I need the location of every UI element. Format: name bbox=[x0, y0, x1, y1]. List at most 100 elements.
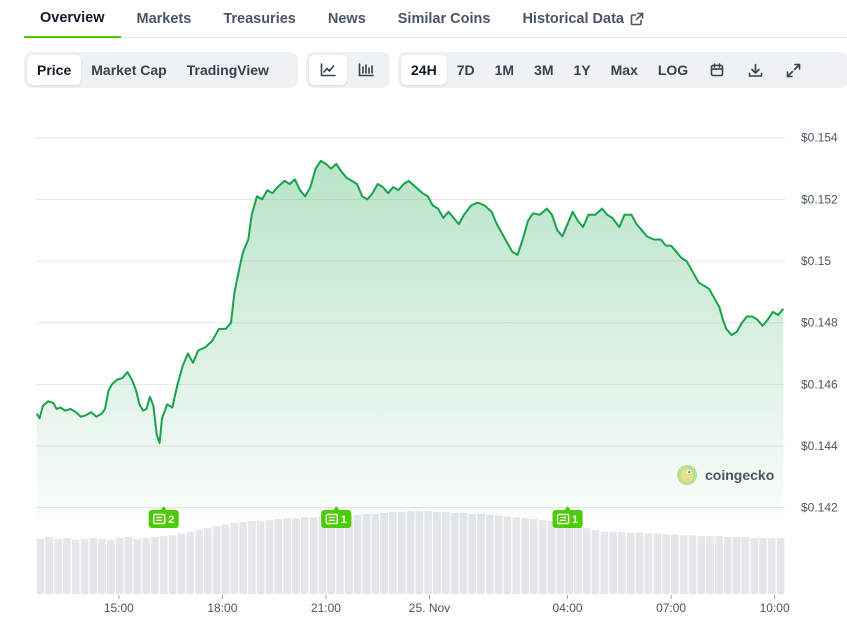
coingecko-logo-icon bbox=[677, 465, 697, 485]
volume-bar bbox=[274, 519, 283, 594]
volume-bar bbox=[424, 511, 432, 594]
volume-bar bbox=[450, 513, 459, 594]
volume-bar bbox=[318, 516, 327, 594]
tab-news[interactable]: News bbox=[312, 0, 382, 38]
download-button[interactable] bbox=[736, 55, 774, 85]
range-1m-button[interactable]: 1M bbox=[494, 62, 515, 78]
chart-type-group: Price Market Cap TradingView bbox=[24, 52, 298, 88]
volume-bar bbox=[142, 537, 150, 594]
tab-label: News bbox=[327, 11, 366, 27]
volume-bar bbox=[706, 536, 714, 594]
market-cap-button[interactable]: Market Cap bbox=[91, 62, 167, 78]
range-max-button[interactable]: Max bbox=[610, 62, 638, 78]
tab-overview[interactable]: Overview bbox=[24, 0, 121, 38]
y-tick-label: $0.15 bbox=[801, 254, 831, 268]
tab-label: Treasuries bbox=[223, 11, 296, 27]
volume-bar bbox=[283, 518, 291, 594]
volume-bar bbox=[547, 521, 556, 594]
volume-bar bbox=[195, 529, 203, 594]
y-tick-label: $0.144 bbox=[801, 439, 838, 453]
volume-bar bbox=[600, 531, 609, 594]
range-group: 24H 7D 1M 3M 1Y Max LOG bbox=[398, 52, 847, 88]
volume-bar bbox=[459, 513, 468, 594]
volume-bar bbox=[309, 517, 318, 594]
volume-bar bbox=[679, 535, 688, 594]
volume-bar bbox=[538, 520, 547, 594]
volume-bar bbox=[204, 528, 212, 594]
volume-bar bbox=[177, 533, 186, 594]
event-badge-pointer bbox=[564, 506, 571, 510]
y-tick-label: $0.142 bbox=[801, 501, 838, 515]
volume-bar bbox=[433, 512, 441, 594]
volume-bar bbox=[133, 538, 142, 594]
y-tick-label: $0.146 bbox=[801, 377, 838, 391]
line-chart-button[interactable] bbox=[309, 55, 347, 85]
tradingview-button[interactable]: TradingView bbox=[186, 62, 269, 78]
range-3m-button[interactable]: 3M bbox=[534, 62, 554, 78]
price-button[interactable]: Price bbox=[27, 55, 82, 85]
volume-bar bbox=[36, 538, 45, 594]
event-count: 1 bbox=[341, 514, 347, 526]
volume-bar bbox=[353, 514, 362, 594]
log-scale-button[interactable]: LOG bbox=[657, 62, 689, 78]
volume-bar bbox=[750, 537, 758, 594]
volume-bar bbox=[71, 539, 80, 594]
range-7d-button[interactable]: 7D bbox=[456, 62, 475, 78]
price-chart[interactable]: $0.154 $0.152 $0.15 $0.148 $0.146 $0.144 $0.14… bbox=[0, 100, 847, 622]
y-tick-label: $0.148 bbox=[801, 316, 838, 330]
x-tick-label: 10:00 bbox=[760, 601, 790, 615]
newspaper-icon bbox=[153, 513, 166, 525]
volume-bar bbox=[159, 536, 168, 594]
volume-bar bbox=[406, 511, 415, 594]
fullscreen-icon bbox=[786, 63, 801, 78]
volume-bar bbox=[556, 522, 565, 594]
event-count: 1 bbox=[572, 514, 578, 526]
line-chart-icon bbox=[320, 63, 336, 77]
volume-bar bbox=[256, 521, 265, 594]
volume-bar bbox=[688, 535, 697, 594]
event-markers: 2 1 1 bbox=[148, 506, 583, 528]
fullscreen-button[interactable] bbox=[774, 55, 812, 85]
calendar-button[interactable] bbox=[698, 55, 736, 85]
volume-bar bbox=[45, 537, 54, 594]
volume-bar bbox=[168, 535, 177, 594]
volume-bars bbox=[36, 511, 785, 594]
tab-historical-data[interactable]: Historical Data bbox=[506, 0, 660, 38]
volume-bar bbox=[292, 518, 300, 594]
calendar-icon bbox=[710, 63, 724, 77]
tab-treasuries[interactable]: Treasuries bbox=[207, 0, 312, 38]
volume-bar bbox=[415, 511, 424, 594]
volume-bar bbox=[265, 520, 274, 594]
volume-bar bbox=[618, 531, 626, 594]
volume-bar bbox=[609, 531, 617, 594]
volume-bar bbox=[653, 533, 662, 594]
volume-bar bbox=[371, 513, 380, 594]
volume-bar bbox=[521, 518, 529, 594]
news-event-marker[interactable]: 1 bbox=[552, 506, 583, 528]
chart-toolbar: Price Market Cap TradingView 24H 7D 1M 3… bbox=[24, 52, 847, 88]
tab-similar-coins[interactable]: Similar Coins bbox=[382, 0, 507, 38]
news-event-marker[interactable]: 2 bbox=[148, 506, 179, 528]
y-axis: $0.154 $0.152 $0.15 $0.148 $0.146 $0.144 $0.14… bbox=[801, 131, 838, 515]
range-1y-button[interactable]: 1Y bbox=[573, 62, 591, 78]
volume-bar bbox=[345, 515, 353, 594]
volume-bar bbox=[300, 517, 309, 594]
coingecko-watermark: coingecko bbox=[677, 465, 774, 485]
range-24h-button[interactable]: 24H bbox=[401, 55, 447, 85]
y-tick-label: $0.154 bbox=[801, 131, 838, 145]
tab-markets[interactable]: Markets bbox=[121, 0, 208, 38]
volume-bar bbox=[741, 537, 750, 594]
volume-bar bbox=[591, 529, 600, 594]
news-event-marker[interactable]: 1 bbox=[321, 506, 352, 528]
volume-bar bbox=[477, 513, 485, 594]
volume-bar bbox=[221, 524, 230, 594]
volume-bar bbox=[80, 538, 89, 594]
volume-bar bbox=[115, 537, 124, 594]
volume-bar bbox=[759, 537, 767, 594]
volume-bar bbox=[723, 537, 732, 594]
external-link-icon bbox=[630, 12, 644, 26]
volume-bar bbox=[662, 534, 670, 594]
candlestick-chart-button[interactable] bbox=[347, 55, 385, 85]
x-tick-label: 18:00 bbox=[207, 601, 237, 615]
volume-bar bbox=[503, 516, 512, 594]
